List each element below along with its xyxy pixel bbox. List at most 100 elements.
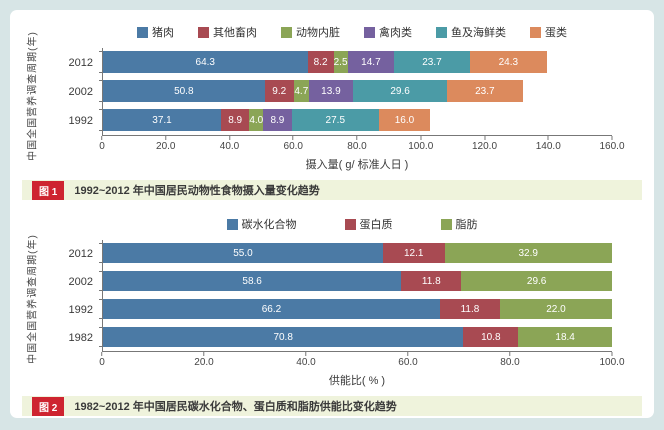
- x-tick-mark: [547, 136, 549, 140]
- bar-value-label: 27.5: [325, 114, 346, 126]
- bar-segment: 23.7: [447, 80, 523, 102]
- bar-row: 50.8 9.2 4.7 13.9 29.6 23.7: [99, 80, 612, 102]
- x-tick-label: 100.0: [599, 357, 625, 368]
- x-tick: 160.0: [599, 136, 625, 152]
- figure-2-badge: 图 2: [32, 396, 65, 416]
- legend-item: 脂肪: [440, 216, 478, 232]
- x-tick-mark: [229, 136, 230, 140]
- x-tick: 100.0: [408, 136, 433, 152]
- bar-segment: 37.1: [103, 109, 222, 131]
- bar-row: 58.6 11.8 29.6: [99, 271, 612, 291]
- bar-segment: 16.0: [379, 109, 430, 131]
- bar-segment: 12.1: [382, 243, 445, 263]
- chart-animal-food-intake: 猪肉 其他畜肉 动物内脏 禽肉类 鱼及海鲜类 蛋类 中国全国营养调查周期(年) 2012 2…: [18, 24, 646, 173]
- legend: 猪肉 其他畜肉 动物内脏 禽肉类 鱼及海鲜类 蛋类: [58, 24, 646, 40]
- legend-label: 鱼及海鲜类: [451, 27, 506, 39]
- bar-segment: 8.9: [263, 109, 292, 131]
- bar-row: 55.0 12.1 32.9: [99, 243, 612, 263]
- legend-item: 碳水化合物: [226, 216, 297, 232]
- bar-segment: 23.7: [394, 51, 470, 73]
- bar-value-label: 4.0: [249, 114, 264, 126]
- bar-value-label: 22.0: [546, 303, 566, 315]
- plot-area: 55.0 12.1 32.9 58.6 11.8 29.6 66.2 11.8 22.0 70.8…: [99, 240, 612, 352]
- bar-row: 70.8 10.8 18.4: [99, 327, 612, 347]
- x-axis-label-text: 摄入量( g/ 标准人日 ): [305, 159, 409, 171]
- x-tick-label: 0: [99, 141, 105, 152]
- bar-segment: 58.6: [103, 271, 402, 291]
- bar-segment: 13.9: [308, 80, 354, 102]
- x-tick-mark: [101, 136, 103, 140]
- bar-value-label: 23.7: [422, 56, 442, 68]
- legend-swatch-icon: [281, 26, 292, 38]
- bar-segment: 55.0: [103, 243, 383, 263]
- y-category-labels: 2012 2002 1992 1982: [44, 240, 102, 370]
- x-tick-label: 60.0: [283, 141, 303, 152]
- x-tick-label: 80.0: [500, 357, 520, 368]
- bar-segment: 24.3: [469, 51, 547, 73]
- figure-2-caption: 图 2 1982~2012 年中国居民碳水化合物、蛋白质和脂肪供能比变化趋势: [22, 396, 642, 416]
- bar-value-label: 23.7: [475, 85, 495, 97]
- bar-segment: 14.7: [347, 51, 395, 73]
- x-tick-label: 20.0: [194, 357, 214, 368]
- bar-value-label: 24.3: [498, 56, 519, 68]
- bar-value-label: 66.2: [261, 303, 282, 315]
- bar-value-label: 64.3: [195, 56, 215, 68]
- bar-row: 66.2 11.8 22.0: [99, 299, 612, 319]
- x-tick: 60.0: [284, 136, 303, 152]
- x-axis-label: 摄入量( g/ 标准人日 ): [18, 155, 646, 173]
- legend-swatch-icon: [436, 26, 447, 38]
- x-tick: 140.0: [536, 136, 561, 152]
- legend-swatch-icon: [226, 218, 238, 230]
- bar-value-label: 70.8: [273, 331, 293, 343]
- bar-segment: 8.2: [307, 51, 334, 73]
- y-axis-label: 中国全国营养调查周期(年): [18, 234, 44, 370]
- bar-value-label: 9.2: [272, 85, 287, 97]
- bar-value-label: 18.4: [555, 331, 575, 343]
- x-tick: 100.0: [599, 352, 625, 368]
- bar-value-label: 2.5: [333, 56, 348, 68]
- bar-segment: 29.6: [353, 80, 448, 102]
- x-tick-mark: [407, 352, 409, 356]
- x-tick-mark: [509, 352, 511, 356]
- bar-segment: 4.0: [249, 109, 264, 131]
- legend-label: 禽肉类: [379, 27, 412, 39]
- x-tick-label: 100.0: [408, 141, 434, 152]
- legend-swatch-icon: [344, 218, 356, 230]
- y-axis-label: 中国全国营养调查周期(年): [18, 31, 44, 161]
- bar-value-label: 14.7: [361, 56, 381, 68]
- bar-value-label: 8.2: [313, 56, 328, 68]
- x-tick-label: 40.0: [296, 357, 316, 368]
- legend-label: 碳水化合物: [241, 219, 297, 231]
- x-tick: 80.0: [347, 136, 367, 152]
- x-tick-mark: [611, 352, 613, 356]
- x-tick: 80.0: [500, 352, 520, 368]
- x-tick-label: 80.0: [347, 141, 367, 152]
- bar-value-label: 8.9: [270, 114, 285, 126]
- x-tick-mark: [165, 136, 167, 140]
- bar-row: 64.3 8.2 2.5 14.7 23.7 24.3: [99, 51, 612, 73]
- x-tick-mark: [292, 136, 294, 140]
- bar-segment: 66.2: [103, 299, 440, 319]
- figure-1-caption-text: 1992~2012 年中国居民动物性食物摄入量变化趋势: [74, 185, 320, 197]
- bar-segment: 32.9: [444, 243, 612, 263]
- bar-value-label: 12.1: [403, 247, 424, 259]
- x-tick: 40.0: [296, 352, 316, 368]
- x-tick: 120.0: [472, 136, 497, 152]
- legend-label: 其他畜肉: [213, 27, 257, 39]
- bar-value-label: 16.0: [394, 114, 415, 126]
- x-tick-mark: [611, 136, 613, 140]
- bar-value-label: 37.1: [152, 114, 172, 126]
- y-axis-label-text: 中国全国营养调查周期(年): [27, 30, 39, 161]
- bar-segment: 29.6: [461, 271, 612, 291]
- x-tick: 20.0: [194, 352, 214, 368]
- bar-value-label: 13.9: [321, 85, 341, 97]
- x-axis: 0 20.0 40.0 60.0 80.0 100.0 120.0 140.0 160.0: [99, 136, 625, 154]
- bar-segment: 50.8: [103, 80, 265, 102]
- legend-label: 动物内脏: [296, 27, 340, 39]
- bar-segment: 64.3: [103, 51, 308, 73]
- legend-item: 蛋类: [530, 24, 567, 40]
- bar-value-label: 29.6: [526, 275, 547, 287]
- figure-2-caption-text: 1982~2012 年中国居民碳水化合物、蛋白质和脂肪供能比变化趋势: [74, 401, 397, 413]
- bar-value-label: 4.7: [294, 85, 309, 97]
- x-tick-label: 60.0: [398, 357, 418, 368]
